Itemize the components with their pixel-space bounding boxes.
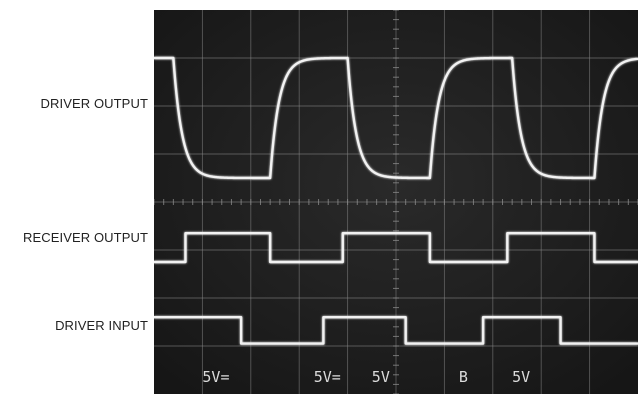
scale-label: 5V=: [314, 368, 341, 386]
oscilloscope-svg: 5V= 5V= 5V B 5V: [154, 10, 638, 394]
traces: [154, 56, 638, 345]
scale-labels: 5V= 5V= 5V B 5V: [202, 368, 530, 386]
driver-output-trace: [154, 56, 638, 180]
scale-label: B: [459, 368, 468, 386]
driver-input-trace: [154, 316, 638, 345]
driver-output-label: DRIVER OUTPUT: [40, 96, 148, 111]
driver-input-label: DRIVER INPUT: [55, 318, 148, 333]
oscilloscope-screen: 5V= 5V= 5V B 5V: [154, 10, 638, 394]
scale-label: 5V: [512, 368, 530, 386]
receiver-output-trace: [154, 232, 638, 264]
scale-label: 5V=: [202, 368, 229, 386]
receiver-output-label: RECEIVER OUTPUT: [22, 230, 148, 245]
graticule: [154, 10, 638, 394]
scale-label: 5V: [372, 368, 390, 386]
